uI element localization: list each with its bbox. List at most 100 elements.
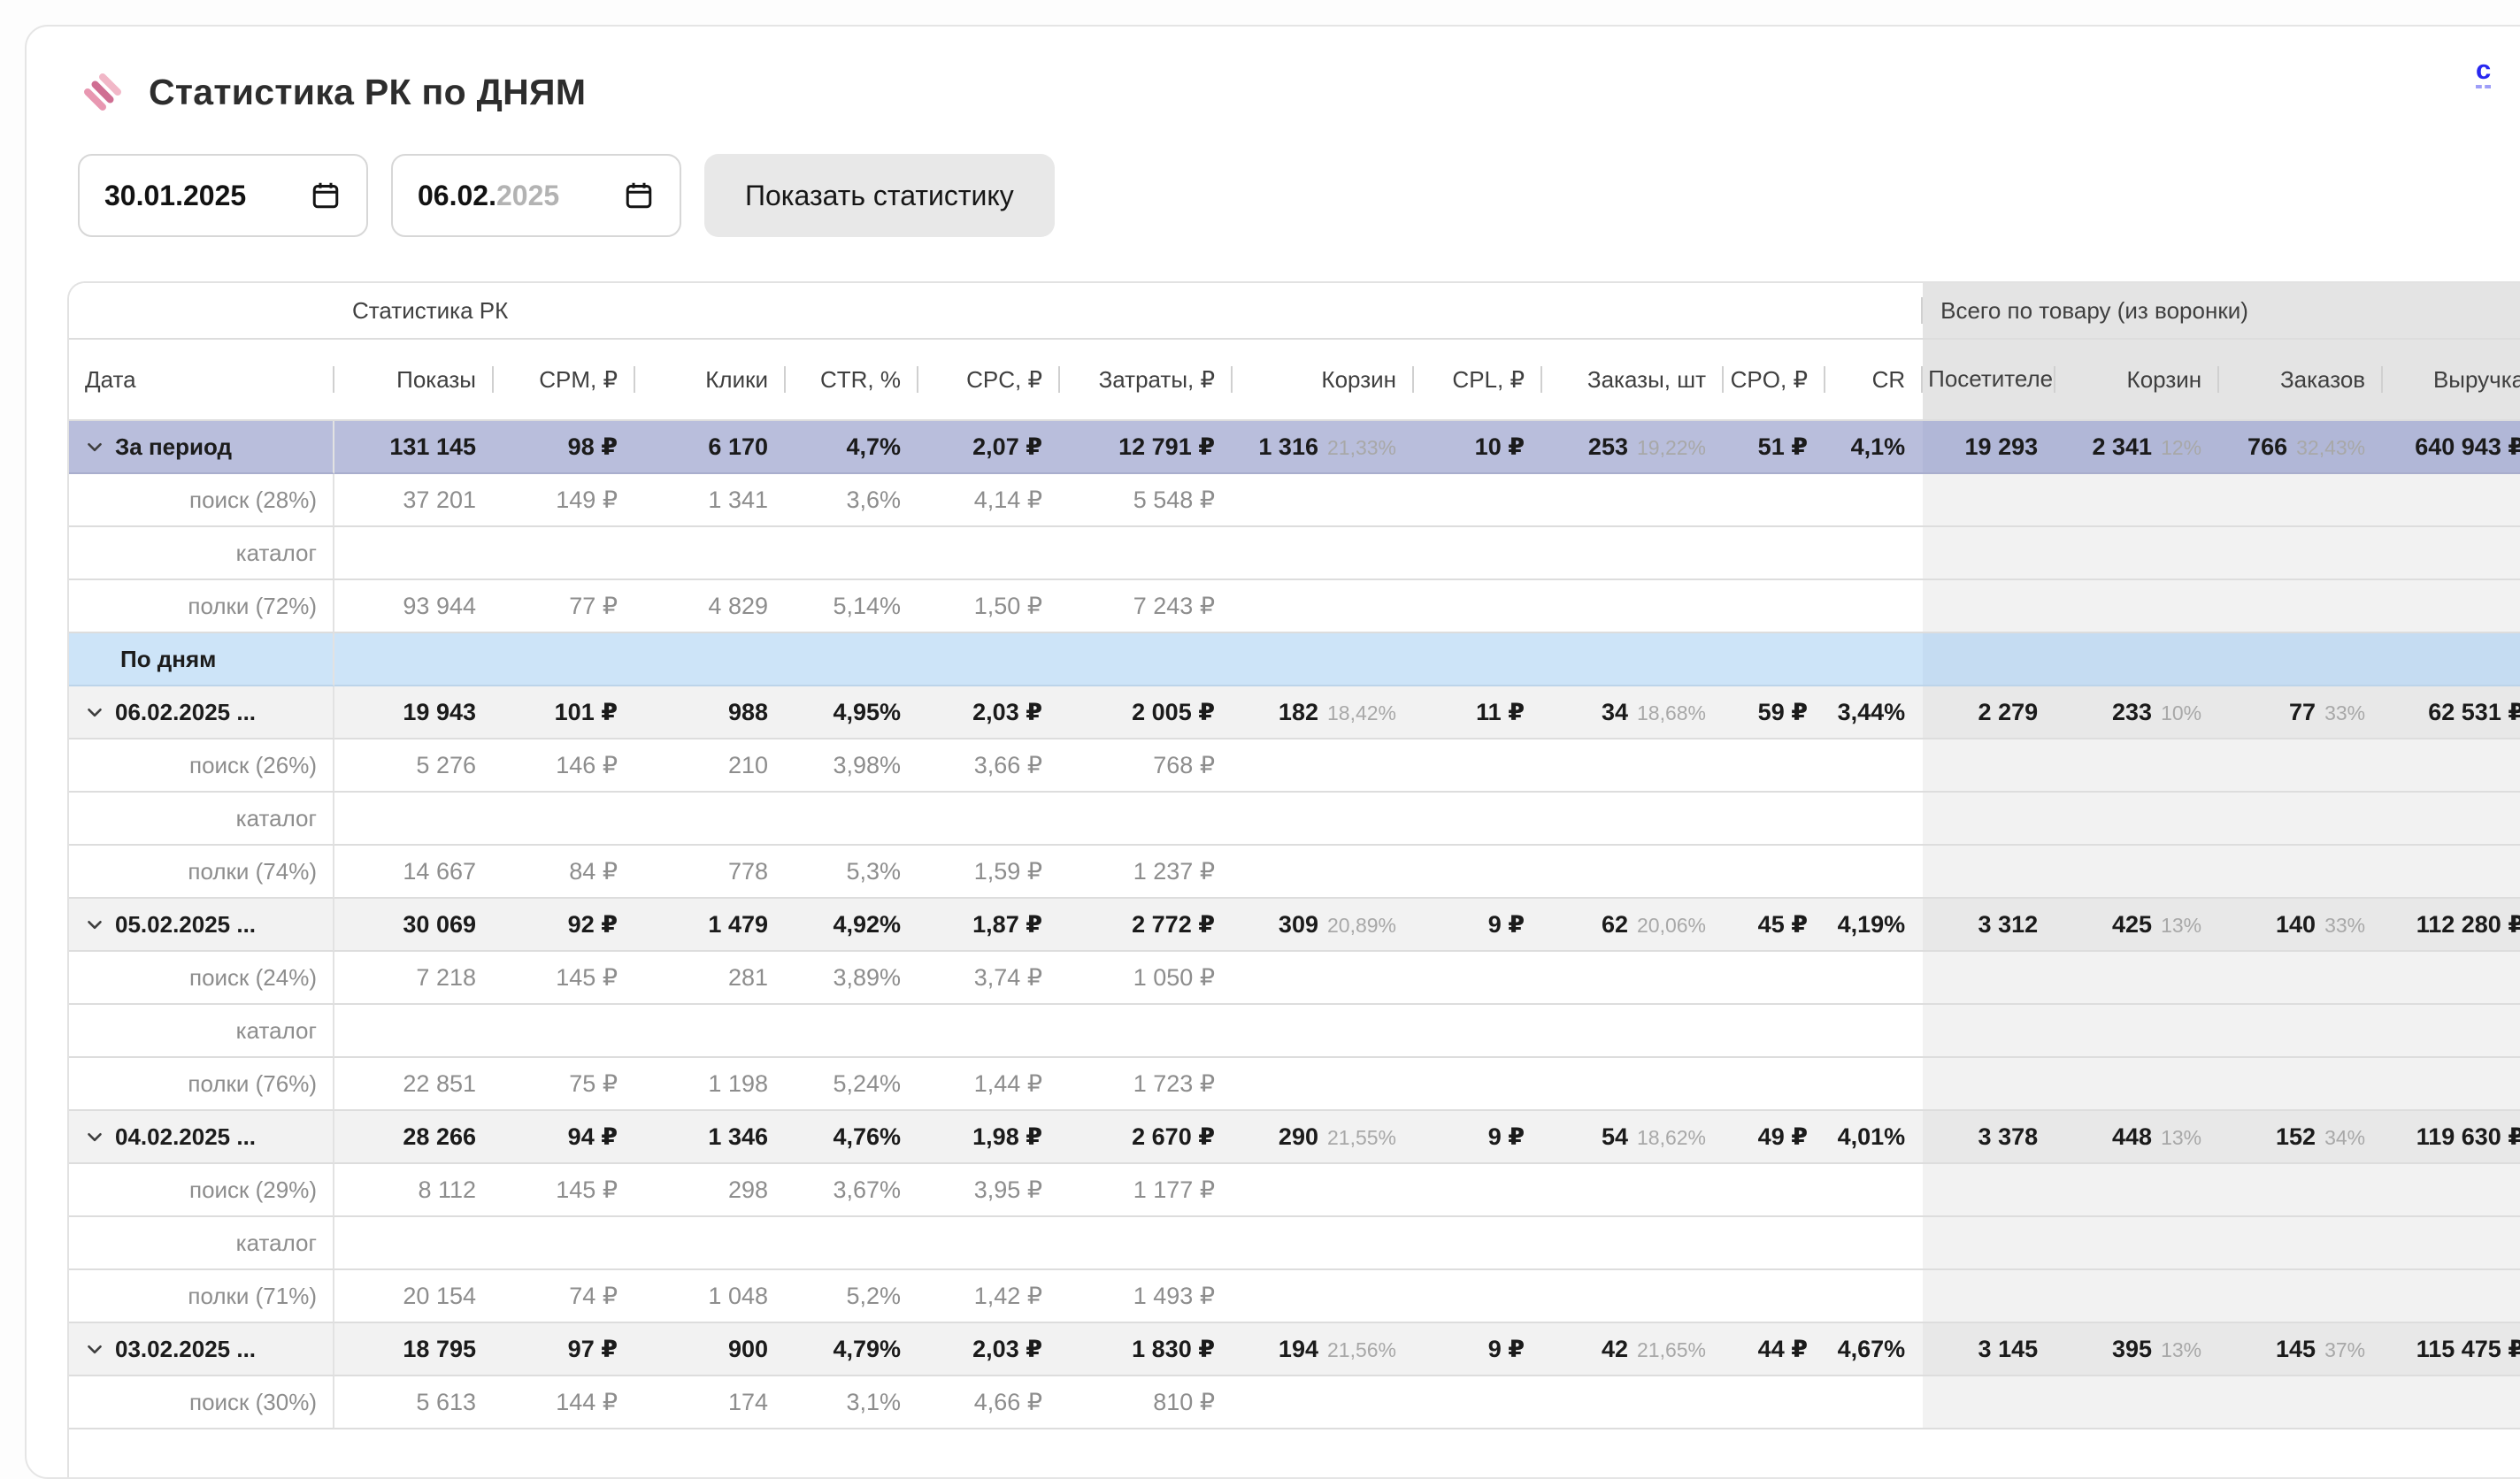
data-cell xyxy=(1542,793,1724,846)
sub-row: поиск (28%) 37 201 149 ₽ 1 341 3,6% 4,14 ₽ 5 5… xyxy=(69,474,2520,527)
cell-value: 98 ₽ xyxy=(567,433,618,460)
cell-value: 2 341 xyxy=(2092,433,2153,460)
row-label: полки (76%) xyxy=(188,1069,317,1097)
cell-value: 3 312 xyxy=(1978,910,2039,938)
cell-value: 4,19% xyxy=(1837,910,1906,938)
cell-value: 210 xyxy=(727,751,768,778)
data-cell xyxy=(494,1217,635,1270)
data-cell xyxy=(1233,527,1414,580)
cell-value: 28 266 xyxy=(403,1123,476,1150)
data-cell: 3,74 ₽ xyxy=(918,952,1060,1005)
data-cell: 77 ₽ xyxy=(494,580,635,633)
chevron-down-icon[interactable] xyxy=(83,1125,106,1148)
table-body: За период 131 145 98 ₽ 6 170 4,7% 2,07 ₽ 12 79… xyxy=(69,421,2520,1429)
cell-value: 30 069 xyxy=(403,910,476,938)
data-cell: 42 21,65% xyxy=(1542,1323,1724,1376)
period-row[interactable]: За период 131 145 98 ₽ 6 170 4,7% 2,07 ₽ 12 79… xyxy=(69,421,2520,474)
page-title: Статистика РК по ДНЯМ xyxy=(149,71,587,112)
show-statistics-button[interactable]: Показать статистику xyxy=(704,154,1055,237)
cell-value: 1 346 xyxy=(708,1123,768,1150)
sub-row: каталог xyxy=(69,1005,2520,1058)
cell-value: 12 791 ₽ xyxy=(1118,433,1215,460)
day-row[interactable]: 04.02.2025 ... 28 266 94 ₽ 1 346 4,76% 1,98 ₽… xyxy=(69,1111,2520,1164)
data-cell: 210 xyxy=(635,740,786,793)
cell-value: 1 316 xyxy=(1258,433,1318,460)
data-cell xyxy=(918,1005,1060,1058)
data-cell xyxy=(1542,474,1724,527)
cell-value: 2 670 ₽ xyxy=(1132,1123,1215,1150)
data-cell xyxy=(2219,527,2384,580)
corner-link[interactable]: с xyxy=(2476,54,2492,89)
data-cell xyxy=(1414,793,1542,846)
data-cell xyxy=(1060,793,1233,846)
cell-value: 1 177 ₽ xyxy=(1133,1176,1215,1203)
data-cell xyxy=(2055,1058,2220,1111)
cell-percent: 12% xyxy=(2161,435,2202,459)
data-cell: 1 341 xyxy=(635,474,786,527)
data-cell xyxy=(1923,846,2056,899)
row-label-cell: 04.02.2025 ... xyxy=(69,1111,334,1164)
calendar-icon[interactable] xyxy=(623,180,655,211)
cell-value: 194 xyxy=(1278,1335,1318,1362)
cell-value: 988 xyxy=(727,698,768,725)
data-cell xyxy=(1414,952,1542,1005)
data-cell: 3,44% xyxy=(1825,686,1924,740)
date-to-input[interactable]: 06.02.2025 xyxy=(391,154,681,237)
data-cell: 194 21,56% xyxy=(1233,1323,1414,1376)
day-row[interactable]: 06.02.2025 ... 19 943 101 ₽ 988 4,95% 2,03 ₽ 2… xyxy=(69,686,2520,740)
data-cell: 3,66 ₽ xyxy=(918,740,1060,793)
data-cell xyxy=(1923,1164,2056,1217)
data-cell: 900 xyxy=(635,1323,786,1376)
data-cell: 4,79% xyxy=(786,1323,918,1376)
data-cell: 22 851 xyxy=(334,1058,494,1111)
row-label-cell: 06.02.2025 ... xyxy=(69,686,334,740)
cell-value: 5,14% xyxy=(833,592,901,619)
data-cell: 149 ₽ xyxy=(494,474,635,527)
statistics-table: Статистика РК Всего по товару (из воронк… xyxy=(69,283,2520,1429)
data-cell xyxy=(1825,1270,1924,1323)
row-label-cell: По дням xyxy=(69,633,334,686)
data-cell xyxy=(2219,1005,2384,1058)
data-cell: 4,67% xyxy=(1825,1323,1924,1376)
cell-value: 1 341 xyxy=(708,486,768,513)
data-cell: 144 ₽ xyxy=(494,1376,635,1429)
cell-value: 145 xyxy=(2276,1335,2316,1362)
cell-percent: 18,62% xyxy=(1636,1125,1706,1149)
data-cell xyxy=(1923,1270,2056,1323)
calendar-icon[interactable] xyxy=(310,180,342,211)
row-label: По дням xyxy=(120,645,217,672)
data-cell xyxy=(1825,1164,1924,1217)
chevron-down-icon[interactable] xyxy=(83,435,106,458)
data-cell xyxy=(1414,580,1542,633)
cell-percent: 18,42% xyxy=(1326,701,1396,724)
sub-row: полки (76%) 22 851 75 ₽ 1 198 5,24% 1,44 ₽ 1 7… xyxy=(69,1058,2520,1111)
day-row[interactable]: 03.02.2025 ... 18 795 97 ₽ 900 4,79% 2,03 ₽ 1 … xyxy=(69,1323,2520,1376)
cell-value: 2,07 ₽ xyxy=(972,433,1042,460)
data-cell: 2,03 ₽ xyxy=(918,686,1060,740)
day-row[interactable]: 05.02.2025 ... 30 069 92 ₽ 1 479 4,92% 1,87 ₽… xyxy=(69,899,2520,952)
date-from-input[interactable]: 30.01.2025 xyxy=(78,154,368,237)
cell-percent: 13% xyxy=(2161,1337,2202,1361)
cell-value: 298 xyxy=(727,1176,768,1203)
data-cell: 448 13% xyxy=(2055,1111,2220,1164)
cell-value: 1,98 ₽ xyxy=(972,1123,1042,1150)
row-label-cell: поиск (26%) xyxy=(69,740,334,793)
cell-value: 18 795 xyxy=(403,1335,476,1362)
row-label: поиск (28%) xyxy=(188,486,317,513)
data-cell xyxy=(2383,633,2520,686)
cell-value: 5,3% xyxy=(846,857,901,885)
chevron-down-icon[interactable] xyxy=(83,701,106,724)
data-cell: 768 ₽ xyxy=(1060,740,1233,793)
data-cell: 5,14% xyxy=(786,580,918,633)
cell-value: 640 943 ₽ xyxy=(2415,433,2520,460)
chevron-down-icon[interactable] xyxy=(83,1337,106,1360)
cell-value: 3 378 xyxy=(1978,1123,2039,1150)
row-label: 04.02.2025 ... xyxy=(115,1123,257,1150)
cell-value: 2,03 ₽ xyxy=(972,698,1042,725)
data-cell xyxy=(1825,846,1924,899)
cell-value: 3,1% xyxy=(846,1388,901,1415)
cell-value: 77 xyxy=(2289,698,2316,725)
data-cell: 146 ₽ xyxy=(494,740,635,793)
chevron-down-icon[interactable] xyxy=(83,913,106,936)
sub-row: полки (74%) 14 667 84 ₽ 778 5,3% 1,59 ₽ 1 237 … xyxy=(69,846,2520,899)
